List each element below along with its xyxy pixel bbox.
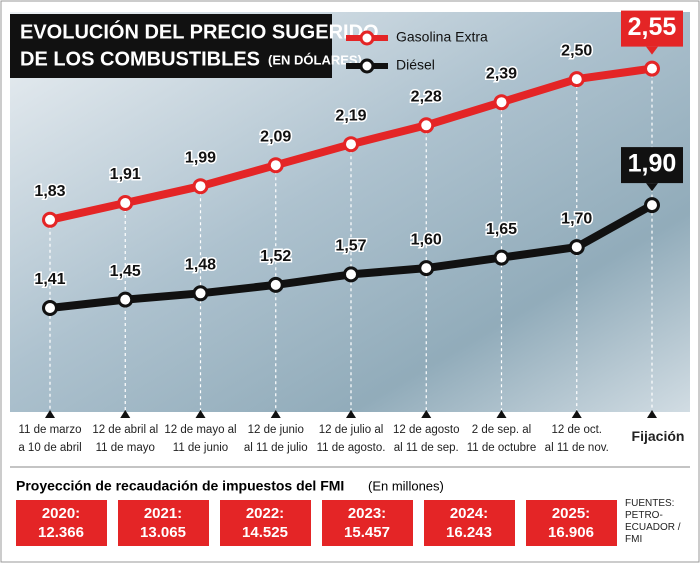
legend-label: Diésel [396, 57, 435, 73]
projection-box [526, 500, 617, 546]
legend-label: Gasolina Extra [396, 29, 488, 45]
x-tick-label: 12 de oct. al 11 de nov. [545, 424, 609, 454]
value-label: 1,90 [628, 150, 677, 178]
projection-year: 2021: [144, 505, 182, 522]
point [418, 260, 435, 277]
x-tick [346, 410, 356, 418]
point [117, 195, 134, 211]
x-tick [195, 410, 206, 418]
title-box [10, 14, 332, 78]
pointer [646, 183, 658, 192]
value-label: 1,52 [260, 248, 291, 265]
highlight-box [621, 10, 683, 47]
projection-box [118, 500, 209, 546]
point [192, 178, 209, 195]
point [343, 266, 359, 283]
projection-box [220, 500, 311, 546]
highlight-box [621, 147, 683, 184]
projection-value: 13.065 [140, 524, 186, 541]
x-tick-label: 2 de sep. al 11 de octubre [467, 424, 536, 454]
point [42, 300, 58, 316]
projection-box [16, 500, 107, 546]
x-tick [45, 410, 55, 418]
value-label: 1,91 [110, 166, 141, 183]
value-label: 1,45 [110, 263, 141, 280]
chart-title: EVOLUCIÓN DEL PRECIO SUGERIDO [20, 19, 379, 43]
title-note: (EN DÓLARES) [268, 52, 362, 67]
value-label: 1,70 [561, 210, 592, 227]
projection-year: 2023: [348, 505, 386, 522]
point [117, 291, 134, 308]
projection-note: (En millones) [368, 478, 444, 493]
point [568, 71, 585, 88]
x-tick [647, 410, 657, 418]
pointer [646, 46, 658, 55]
x-tick [571, 410, 582, 418]
point [568, 239, 585, 256]
projection-title: Proyección de recaudación de impuestos d… [16, 478, 344, 494]
sources: FUENTES: PETRO-ECUADOR / FMI [625, 498, 681, 545]
x-tick-label: 12 de julio al 11 de agosto. [317, 424, 386, 454]
value-label: 1,60 [411, 231, 442, 248]
projection-box [424, 500, 515, 546]
chart-title-line2: DE LOS COMBUSTIBLES [20, 48, 260, 70]
value-label: 2,19 [335, 107, 366, 124]
projection-value: 12.366 [38, 524, 84, 541]
point [644, 60, 660, 77]
value-label: 2,09 [260, 128, 291, 145]
value-label: 1,57 [335, 238, 366, 255]
x-tick [421, 410, 432, 418]
point [267, 276, 284, 293]
point [343, 136, 359, 153]
projection-box [322, 500, 413, 546]
value-label: 2,50 [561, 42, 592, 59]
projection-value: 15.457 [344, 524, 390, 541]
value-label: 1,41 [34, 271, 65, 288]
legend-marker [359, 30, 375, 46]
projection-year: 2024: [450, 505, 488, 522]
value-label: 1,99 [185, 149, 216, 166]
point [192, 285, 209, 302]
projection-year: 2025: [552, 505, 590, 522]
legend-marker [359, 58, 375, 74]
value-label: 2,55 [628, 13, 677, 41]
x-tick [496, 410, 507, 418]
value-label: 1,48 [185, 257, 216, 274]
value-label: 1,65 [486, 221, 517, 238]
x-tick [270, 410, 281, 418]
point [42, 211, 58, 228]
projection-value: 14.525 [242, 524, 288, 541]
projection-year: 2020: [42, 505, 80, 522]
x-tick [120, 410, 131, 418]
x-tick-label: 11 de marzo a 10 de abril [18, 424, 81, 454]
x-tick-label: 12 de junio al 11 de julio [244, 424, 308, 454]
x-tick-label: 12 de mayo al 11 de junio [164, 424, 236, 454]
projection-value: 16.906 [548, 524, 594, 541]
value-label: 2,39 [486, 65, 517, 82]
x-tick-label: 12 de agosto al 11 de sep. [393, 424, 460, 454]
point [493, 94, 510, 111]
projection-year: 2022: [246, 505, 284, 522]
point [644, 197, 660, 214]
point [493, 249, 510, 266]
point [267, 157, 284, 174]
x-tick-label: Fijación [632, 428, 685, 444]
x-tick-label: 12 de abril al 11 de mayo [92, 424, 158, 454]
projection-value: 16.243 [446, 524, 492, 541]
value-label: 1,83 [34, 183, 65, 200]
point [418, 117, 435, 134]
value-label: 2,28 [411, 89, 442, 106]
